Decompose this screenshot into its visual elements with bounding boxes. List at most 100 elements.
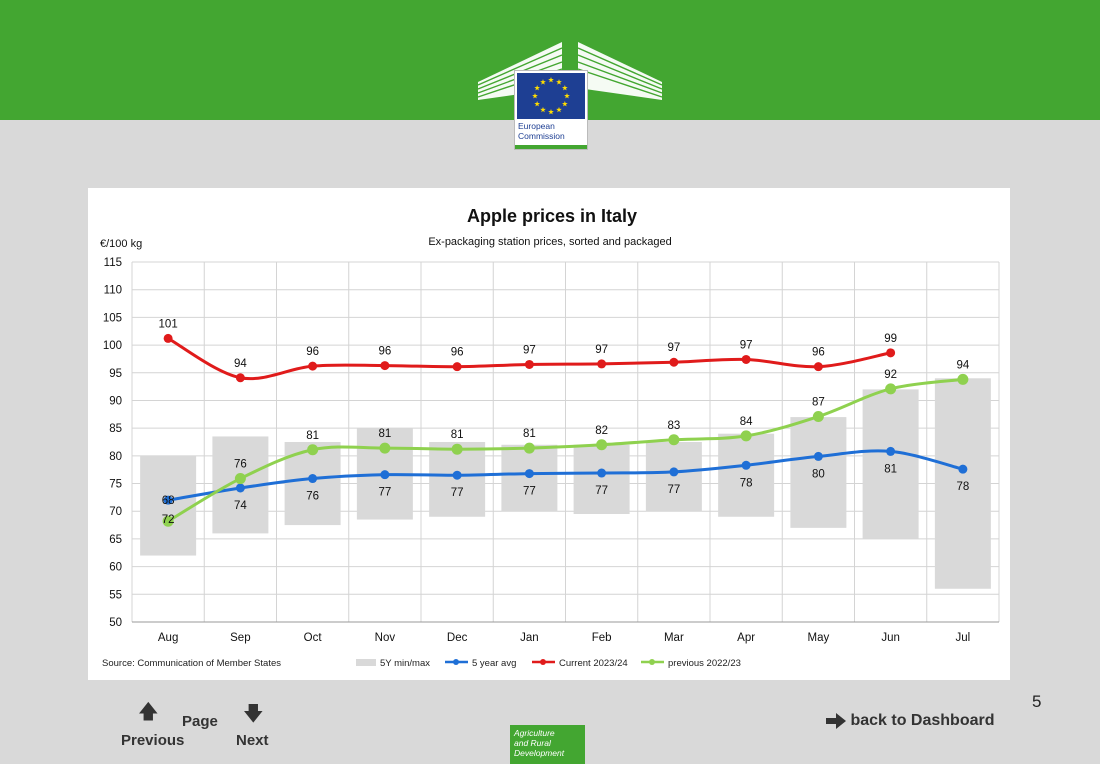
data-label: 76: [306, 491, 319, 503]
data-point-previous-2022-23: [885, 383, 897, 395]
y-tick-label: 50: [109, 617, 122, 629]
x-tick-label: May: [808, 632, 830, 644]
data-point-current-2023-24: [163, 333, 173, 343]
data-label: 81: [306, 430, 319, 442]
data-label: 96: [306, 346, 319, 358]
ec-logo-line1: European: [518, 121, 555, 131]
data-point-5-year-avg: [163, 495, 173, 505]
y-tick-label: 65: [109, 534, 122, 546]
y-tick-label: 85: [109, 423, 122, 435]
data-point-current-2023-24: [886, 348, 896, 358]
range-bar: [573, 444, 630, 514]
data-label: 82: [595, 425, 608, 437]
x-tick-label: Jun: [881, 632, 900, 644]
data-point-previous-2022-23: [812, 411, 824, 423]
data-point-current-2023-24: [235, 373, 245, 383]
back-to-dashboard-button[interactable]: back to Dashboard: [826, 712, 994, 730]
ec-logo-bar: [515, 145, 587, 149]
up-arrow-icon[interactable]: 🡅: [138, 701, 159, 723]
x-tick-label: Mar: [664, 632, 684, 644]
x-tick-label: Feb: [592, 632, 612, 644]
data-label: 78: [740, 477, 753, 489]
legend-swatch-range: [356, 659, 376, 666]
data-point-previous-2022-23: [234, 473, 246, 485]
data-label: 96: [378, 346, 391, 358]
legend: 5Y min/max 5 year avg Current 2023/24 pr…: [356, 658, 741, 669]
x-tick-label: Jul: [956, 632, 971, 644]
legend-marker-current: [540, 659, 546, 665]
data-point-previous-2022-23: [307, 444, 319, 456]
eu-star-icon: [540, 106, 546, 113]
data-label: 101: [159, 318, 178, 330]
data-point-5-year-avg: [308, 474, 318, 484]
data-label: 74: [234, 500, 247, 512]
series-line-previous-2022-23: [167, 377, 964, 523]
eu-star-icon: [532, 93, 538, 99]
data-labels: 68 74 76 77 77 77 77 77 78 80 81 78 101 94 96 96 96 97 97 9…: [159, 318, 970, 526]
data-label: 96: [812, 347, 825, 359]
y-tick-label: 70: [109, 506, 122, 518]
chart-panel: Apple prices in Italy Ex-packaging stati…: [88, 188, 1010, 680]
data-point-previous-2022-23: [668, 434, 680, 446]
data-point-5-year-avg: [597, 468, 607, 478]
data-label: 81: [884, 463, 897, 475]
data-label: 81: [451, 429, 464, 441]
gridlines: [131, 261, 1000, 623]
data-label: 77: [451, 487, 464, 499]
chart-title: Apple prices in Italy: [467, 206, 637, 226]
x-tick-labels: Aug Sep Oct Nov Dec Jan Feb Mar Apr May Jun Jul: [158, 632, 970, 644]
x-tick-label: Sep: [230, 632, 250, 644]
range-bar: [934, 378, 991, 589]
data-label: 77: [595, 485, 608, 497]
legend-label-previous: previous 2022/23: [668, 658, 741, 669]
data-point-5-year-avg: [380, 470, 390, 480]
eu-star-icon: [540, 79, 546, 85]
eu-star-icon: [548, 77, 554, 83]
range-bar: [790, 417, 847, 528]
ec-logo-text: European Commission: [518, 121, 586, 141]
legend-label-avg: 5 year avg: [472, 658, 516, 669]
x-tick-label: Nov: [375, 632, 396, 644]
data-point-current-2023-24: [452, 362, 462, 372]
data-point-5-year-avg: [813, 451, 823, 461]
y-tick-label: 80: [109, 451, 122, 463]
data-point-5-year-avg: [452, 470, 462, 480]
eu-star-icon: [534, 85, 540, 91]
data-label: 68: [162, 495, 175, 507]
previous-button[interactable]: Previous: [121, 732, 185, 749]
series-line-5-year-avg: [167, 449, 964, 502]
source-note: Source: Communication of Member States: [102, 658, 281, 669]
page-number: 5: [1032, 692, 1042, 711]
data-point-previous-2022-23: [740, 430, 752, 442]
legend-marker-avg: [453, 659, 459, 665]
legend-label-current: Current 2023/24: [559, 658, 628, 669]
data-label: 81: [378, 428, 391, 440]
data-label: 78: [956, 481, 969, 493]
data-label: 97: [523, 344, 536, 356]
data-point-5-year-avg: [958, 464, 968, 474]
range-bar: [718, 433, 775, 517]
data-label: 99: [884, 333, 897, 345]
data-label: 77: [523, 486, 536, 498]
y-tick-label: 115: [104, 257, 122, 269]
eu-star-icon: [562, 85, 568, 91]
data-label: 84: [740, 416, 753, 428]
data-point-5-year-avg: [235, 483, 245, 493]
legend-label-range: 5Y min/max: [380, 658, 430, 669]
y-tick-label: 95: [109, 368, 122, 380]
data-label: 77: [667, 484, 680, 496]
eu-star-icon: [548, 109, 554, 115]
data-point-5-year-avg: [741, 460, 751, 470]
x-tick-label: Jan: [520, 632, 539, 644]
data-point-5-year-avg: [524, 469, 534, 479]
ec-logo-box: European Commission: [514, 70, 588, 150]
data-label: 80: [812, 468, 825, 480]
data-point-current-2023-24: [597, 359, 607, 369]
data-point-current-2023-24: [669, 357, 679, 367]
down-arrow-icon[interactable]: 🡇: [243, 703, 264, 725]
chart-subtitle: Ex-packaging station prices, sorted and …: [428, 236, 671, 248]
next-button[interactable]: Next: [236, 732, 269, 749]
data-label: 92: [884, 369, 897, 381]
data-label: 76: [234, 459, 247, 471]
eu-star-icon: [562, 101, 568, 107]
